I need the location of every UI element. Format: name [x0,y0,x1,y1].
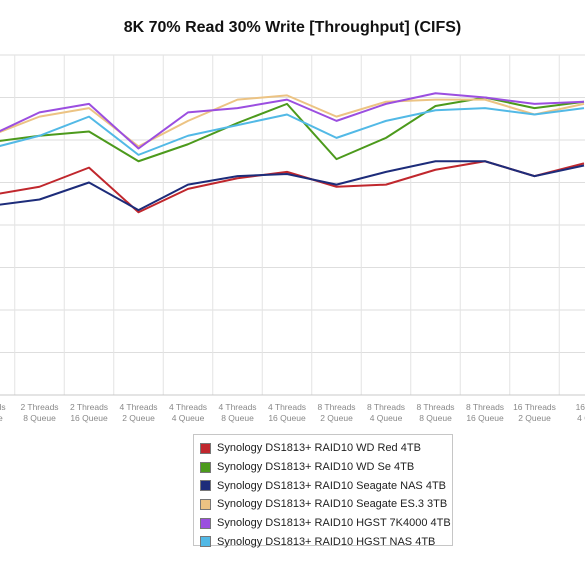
x-tick-label: 4 Queue [172,413,205,423]
x-tick-label: 16 Queue [466,413,504,423]
legend-swatch [200,498,211,510]
x-tick-label: 8 Queue [23,413,56,423]
series-line [0,96,585,163]
x-tick-label: 4 Threads [169,402,207,412]
legend-item: Synology DS1813+ RAID10 WD Se 4TB [200,458,452,477]
series-line [0,160,585,214]
series-lines [0,92,585,214]
x-tick-label: Threads [0,402,6,412]
legend-label: Synology DS1813+ RAID10 HGST NAS 4TB [217,535,436,548]
x-tick-label: 2 Queue [320,413,353,423]
x-tick-label: 2 Threads [20,402,58,412]
legend-item: Synology DS1813+ RAID10 Seagate NAS 4TB [200,476,452,495]
x-tick-label: 2 Queue [518,413,551,423]
chart-title: 8K 70% Read 30% Write [Throughput] (CIFS… [123,19,462,36]
legend-swatch [200,480,211,492]
legend-label: Synology DS1813+ RAID10 WD Se 4TB [217,461,415,474]
x-tick-label: 16 Queue [268,413,306,423]
legend-item: Synology DS1813+ RAID10 Seagate ES.3 3TB [200,495,452,514]
x-tick-label: 8 Threads [367,402,405,412]
legend-swatch [200,461,211,473]
x-tick-label: 16 T [576,402,585,412]
x-tick-label: 16 Threads [513,402,556,412]
legend-label: Synology DS1813+ RAID10 HGST 7K4000 4TB [217,517,451,530]
legend-label: Synology DS1813+ RAID10 Seagate NAS 4TB [217,479,446,492]
x-tick-label: 8 Threads [416,402,454,412]
x-tick-label: Queue [0,413,3,423]
series-line [0,92,585,150]
legend-swatch [200,442,211,454]
series-line [0,160,585,212]
x-tick-label: 2 Threads [70,402,108,412]
legend-swatch [200,536,211,548]
legend-label: Synology DS1813+ RAID10 WD Red 4TB [217,442,421,455]
series-line [0,107,585,156]
x-tick-label: 4 Threads [268,402,306,412]
x-tick-label: 4 Q [577,413,585,423]
x-tick-label: 8 Threads [317,402,355,412]
legend-swatch [200,517,211,529]
series-line [0,94,585,148]
x-tick-label: 4 Threads [218,402,256,412]
legend-item: Synology DS1813+ RAID10 HGST 7K4000 4TB [200,514,452,533]
x-tick-label: 2 Queue [122,413,155,423]
x-tick-label: 4 Threads [119,402,157,412]
x-tick-label: 16 Queue [70,413,108,423]
legend-label: Synology DS1813+ RAID10 Seagate ES.3 3TB [217,498,448,511]
legend-item: Synology DS1813+ RAID10 HGST NAS 4TB [200,532,452,551]
legend-item: Synology DS1813+ RAID10 WD Red 4TB [200,439,452,458]
x-tick-label: 8 Threads [466,402,504,412]
legend: Synology DS1813+ RAID10 WD Red 4TB Synolo… [193,434,453,548]
x-tick-label: 8 Queue [221,413,254,423]
grid [0,54,585,396]
x-tick-label: 4 Queue [370,413,403,423]
x-tick-label: 8 Queue [419,413,452,423]
